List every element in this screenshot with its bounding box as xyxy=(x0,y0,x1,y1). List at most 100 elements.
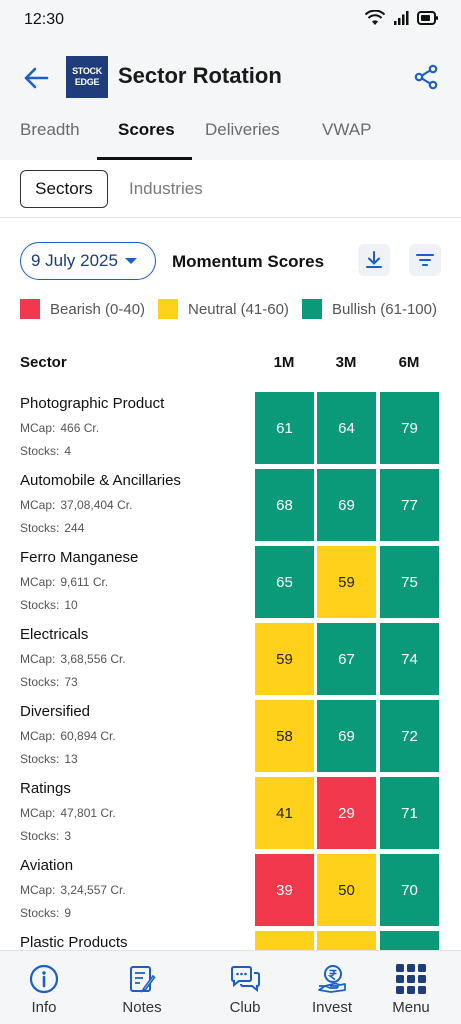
subtab-industries[interactable]: Industries xyxy=(129,179,203,198)
logo-text-top: STOCK xyxy=(72,66,102,76)
score-cell-1m[interactable]: 65 xyxy=(255,546,314,618)
rupee-hand-icon xyxy=(318,965,346,993)
sector-stocks: Stocks: 10 xyxy=(20,598,78,612)
score-cell-3m[interactable]: 67 xyxy=(317,623,376,695)
chat-icon xyxy=(231,966,260,993)
score-cell-3m[interactable]: 29 xyxy=(317,777,376,849)
sector-mcap: MCap: 3,24,557 Cr. xyxy=(20,883,126,897)
mcap-value: 3,68,556 Cr. xyxy=(60,652,126,666)
filter-button[interactable] xyxy=(409,244,441,276)
nav-menu-label: Menu xyxy=(392,999,430,1016)
mcap-value: 47,801 Cr. xyxy=(60,806,116,820)
score-cell-3m[interactable]: 59 xyxy=(317,546,376,618)
nav-menu[interactable]: Menu xyxy=(371,951,451,1024)
download-icon xyxy=(366,251,382,268)
score-cell-6m[interactable]: 70 xyxy=(380,854,439,926)
table-row[interactable]: Diversified MCap: 60,894 Cr. Stocks: 13 58 69 7… xyxy=(0,700,461,777)
date-selector[interactable]: 9 July 2025 xyxy=(20,242,156,280)
subtab-sectors[interactable]: Sectors xyxy=(20,170,108,208)
score-cell-3m[interactable]: 50 xyxy=(317,854,376,926)
legend: Bearish (0-40) Neutral (41-60) Bullish (… xyxy=(20,297,437,321)
sector-mcap: MCap: 9,611 Cr. xyxy=(20,575,108,589)
table-row[interactable]: Ratings MCap: 47,801 Cr. Stocks: 3 41 29 71 xyxy=(0,777,461,854)
score-cell-1m[interactable]: 68 xyxy=(255,469,314,541)
tab-vwap[interactable]: VWAP xyxy=(322,120,372,139)
score-cell-1m[interactable]: 39 xyxy=(255,854,314,926)
legend-swatch-neutral xyxy=(158,299,179,319)
sector-mcap: MCap: 466 Cr. xyxy=(20,421,99,435)
tab-scores[interactable]: Scores xyxy=(118,120,175,139)
nav-club[interactable]: Club xyxy=(205,951,285,1024)
tab-breadth[interactable]: Breadth xyxy=(20,120,80,139)
date-value: 9 July 2025 xyxy=(31,251,118,270)
mcap-value: 466 Cr. xyxy=(60,421,100,435)
score-cell-6m[interactable]: 79 xyxy=(380,392,439,464)
table-row[interactable]: Electricals MCap: 3,68,556 Cr. Stocks: 73 59 6… xyxy=(0,623,461,700)
score-cell-1m[interactable]: 59 xyxy=(255,623,314,695)
subtabs: Sectors Industries xyxy=(0,160,461,218)
page-title: Sector Rotation xyxy=(118,63,282,88)
score-cell-1m[interactable]: 41 xyxy=(255,777,314,849)
sector-name: Ferro Manganese xyxy=(20,549,139,566)
grid-menu-icon xyxy=(396,964,426,994)
legend-neutral: Neutral (41-60) xyxy=(158,299,289,319)
header-6m: 6M xyxy=(398,354,420,371)
table-row[interactable]: Automobile & Ancillaries MCap: 37,08,404 C… xyxy=(0,469,461,546)
table-row[interactable]: Photographic Product MCap: 466 Cr. Stocks: 4… xyxy=(0,392,461,469)
sector-stocks: Stocks: 9 xyxy=(20,906,71,920)
legend-swatch-bullish xyxy=(301,299,322,319)
nav-info[interactable]: Info xyxy=(4,951,84,1024)
score-cell-3m[interactable]: 69 xyxy=(317,469,376,541)
score-cell-3m[interactable]: 69 xyxy=(317,700,376,772)
mcap-value: 60,894 Cr. xyxy=(60,729,116,743)
legend-bullish: Bullish (61-100) xyxy=(301,299,437,319)
score-cell-1m[interactable]: 58 xyxy=(255,700,314,772)
stocks-value: 9 xyxy=(64,906,72,920)
stocks-label: Stocks: xyxy=(20,444,60,458)
sector-name: Electricals xyxy=(20,626,89,643)
section-title: Momentum Scores xyxy=(172,252,325,271)
stocks-label: Stocks: xyxy=(20,829,60,843)
score-cell-1m[interactable]: 61 xyxy=(255,392,314,464)
active-tab-indicator xyxy=(97,157,192,160)
stocks-value: 13 xyxy=(64,752,78,766)
score-cell-6m[interactable]: 71 xyxy=(380,777,439,849)
download-button[interactable] xyxy=(358,244,390,276)
info-icon xyxy=(29,964,59,994)
tab-deliveries[interactable]: Deliveries xyxy=(205,120,280,139)
sector-stocks: Stocks: 73 xyxy=(20,675,78,689)
score-cell-6m[interactable]: 77 xyxy=(380,469,439,541)
stocks-value: 244 xyxy=(64,521,85,535)
share-button[interactable] xyxy=(411,62,441,92)
nav-invest[interactable]: Invest xyxy=(292,951,372,1024)
legend-label-neutral: Neutral (41-60) xyxy=(188,300,289,318)
score-cell-6m[interactable]: 75 xyxy=(380,546,439,618)
sector-stocks: Stocks: 13 xyxy=(20,752,78,766)
wifi-icon xyxy=(365,10,385,25)
table-row[interactable]: Aviation MCap: 3,24,557 Cr. Stocks: 9 39 50 70 xyxy=(0,854,461,931)
score-cell-3m[interactable]: 64 xyxy=(317,392,376,464)
controls-bar: 9 July 2025 Momentum Scores xyxy=(0,240,461,284)
legend-swatch-bearish xyxy=(20,299,40,319)
legend-bearish: Bearish (0-40) xyxy=(20,299,145,319)
stocks-value: 4 xyxy=(64,444,72,458)
app-header: STOCK EDGE Sector Rotation Breadth Score… xyxy=(0,40,461,160)
stocks-label: Stocks: xyxy=(20,906,60,920)
table-row[interactable]: Ferro Manganese MCap: 9,611 Cr. Stocks: 10 65… xyxy=(0,546,461,623)
nav-club-label: Club xyxy=(229,999,261,1016)
mcap-value: 3,24,557 Cr. xyxy=(60,883,126,897)
sector-mcap: MCap: 3,68,556 Cr. xyxy=(20,652,126,666)
filter-icon xyxy=(416,254,434,266)
stocks-label: Stocks: xyxy=(20,752,60,766)
sector-name: Diversified xyxy=(20,703,91,720)
stocks-label: Stocks: xyxy=(20,521,60,535)
score-cell-6m[interactable]: 72 xyxy=(380,700,439,772)
back-button[interactable] xyxy=(20,62,52,94)
header-1m: 1M xyxy=(273,354,295,371)
signal-icon xyxy=(394,11,409,25)
sector-stocks: Stocks: 244 xyxy=(20,521,84,535)
sector-name: Photographic Product xyxy=(20,395,165,412)
nav-notes[interactable]: Notes xyxy=(102,951,182,1024)
score-cell-6m[interactable]: 74 xyxy=(380,623,439,695)
top-tabs: Breadth Scores Deliveries VWAP xyxy=(0,118,461,160)
